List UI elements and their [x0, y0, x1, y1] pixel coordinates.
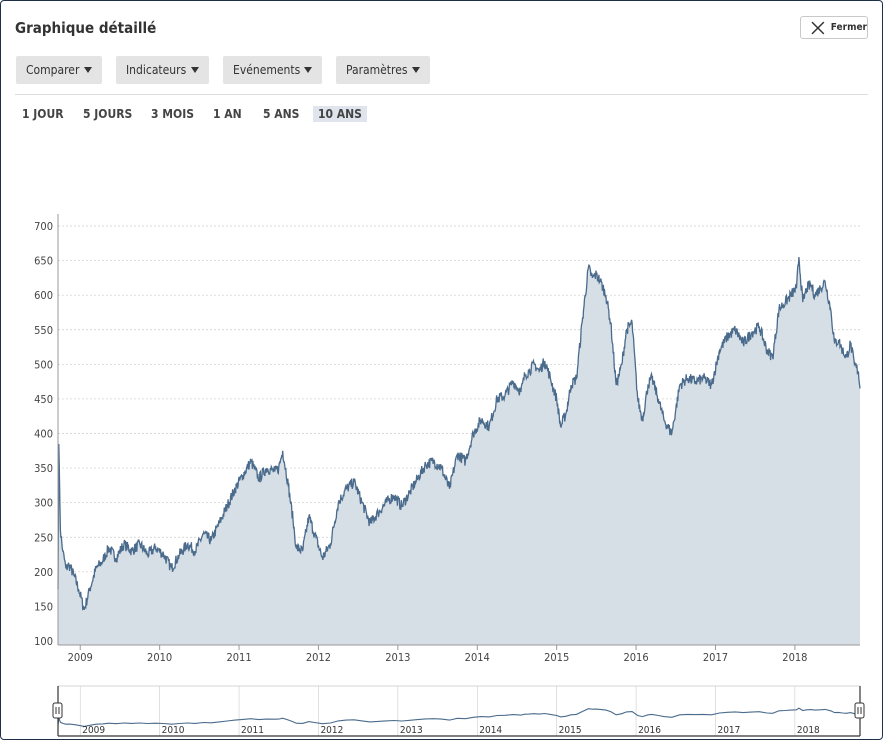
events-dropdown[interactable]: Evénements: [223, 56, 322, 84]
y-tick-label: 450: [34, 393, 53, 406]
y-tick-label: 500: [34, 358, 53, 371]
range-navigator[interactable]: 2009 2010 2011 2012 2013 2014 2015 2016 2017 2018: [52, 685, 865, 737]
range-5-days[interactable]: 5 JOURS: [83, 107, 133, 121]
navigator-tick-label: 2014: [479, 725, 502, 736]
y-tick-label: 150: [34, 600, 53, 613]
x-tick-label: 2015: [544, 651, 569, 664]
close-icon: [811, 21, 825, 34]
navigator-tick-label: 2009: [82, 725, 105, 736]
compare-dropdown[interactable]: Comparer: [16, 56, 102, 84]
navigator-tick-label: 2013: [400, 725, 423, 736]
navigator-frame: [57, 685, 861, 737]
y-tick-label: 300: [34, 497, 53, 510]
close-label: Fermer: [830, 22, 867, 33]
y-tick-label: 250: [34, 531, 53, 544]
indicators-dropdown[interactable]: Indicateurs: [116, 56, 209, 84]
x-tick-label: 2011: [226, 651, 251, 664]
x-tick-label: 2012: [306, 651, 331, 664]
navigator-tick-label: 2015: [559, 725, 582, 736]
indicators-label: Indicateurs: [126, 63, 187, 77]
navigator-right-handle[interactable]: [854, 702, 865, 719]
range-3-months[interactable]: 3 MOIS: [151, 107, 194, 121]
events-label: Evénements: [233, 63, 301, 77]
price-area: [58, 257, 860, 645]
x-tick-label: 2018: [782, 651, 807, 664]
range-1-day[interactable]: 1 JOUR: [22, 107, 64, 121]
caret-down-icon: [304, 67, 312, 73]
y-tick-label: 200: [34, 566, 53, 579]
navigator-tick-label: 2012: [320, 725, 343, 736]
navigator-tick-label: 2017: [717, 725, 740, 736]
price-line: [57, 257, 861, 611]
y-tick-label: 550: [34, 324, 53, 337]
navigator-tick-label: 2018: [797, 725, 820, 736]
settings-dropdown[interactable]: Paramètres: [336, 56, 430, 84]
x-tick-label: 2016: [623, 651, 648, 664]
navigator-tick-label: 2010: [162, 725, 185, 736]
x-tick-label: 2009: [68, 651, 93, 664]
navigator-tick-label: 2011: [241, 725, 264, 736]
y-tick-label: 650: [34, 255, 53, 268]
settings-label: Paramètres: [346, 63, 408, 77]
x-tick-label: 2017: [703, 651, 728, 664]
x-tick-label: 2014: [465, 651, 490, 664]
range-5-years[interactable]: 5 ANS: [263, 107, 300, 121]
x-tick-label: 2013: [385, 651, 410, 664]
caret-down-icon: [84, 67, 92, 73]
caret-down-icon: [412, 67, 420, 73]
x-tick-label: 2010: [147, 651, 172, 664]
range-1-year[interactable]: 1 AN: [213, 107, 242, 121]
caret-down-icon: [191, 67, 199, 73]
y-tick-label: 100: [34, 635, 53, 648]
navigator-line: [57, 707, 861, 727]
y-tick-label: 350: [34, 462, 53, 475]
y-tick-label: 700: [34, 220, 53, 233]
dialog-title: Graphique détaillé: [15, 19, 157, 37]
toolbar-divider: [15, 94, 868, 95]
close-button[interactable]: Fermer: [800, 16, 868, 39]
y-tick-label: 600: [34, 289, 53, 302]
compare-label: Comparer: [26, 63, 80, 77]
y-tick-label: 400: [34, 428, 53, 441]
navigator-tick-label: 2016: [638, 725, 661, 736]
range-10-years[interactable]: 10 ANS: [313, 106, 367, 122]
navigator-left-handle[interactable]: [52, 702, 63, 719]
